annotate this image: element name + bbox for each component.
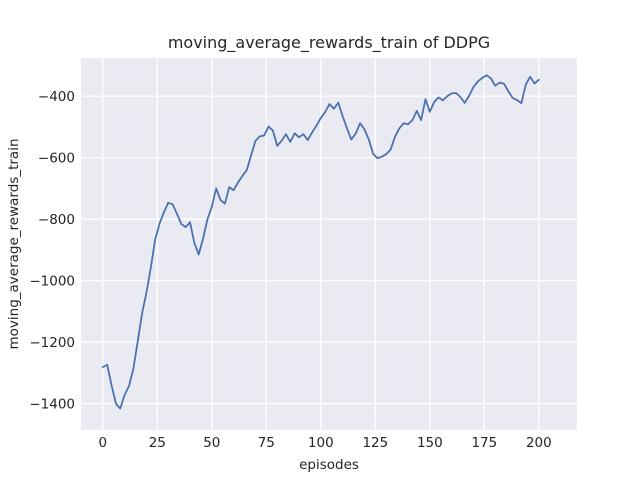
y-tick-label: −1200 [29, 335, 75, 351]
chart-title: moving_average_rewards_train of DDPG [168, 33, 490, 53]
x-tick-label: 200 [526, 435, 552, 451]
y-tick-label: −1400 [29, 397, 75, 413]
x-tick-label: 150 [417, 435, 443, 451]
y-tick-label: −1000 [29, 274, 75, 290]
reward-line-series [101, 74, 540, 410]
x-tick-label: 75 [258, 435, 275, 451]
y-tick-label: −400 [38, 89, 75, 105]
gridlines [81, 58, 577, 430]
x-tick-label: 125 [362, 435, 388, 451]
x-tick-labels: 0 25 50 75 100 125 150 175 200 [99, 435, 552, 451]
plot-area [81, 58, 577, 430]
y-axis-label: moving_average_rewards_train [6, 138, 22, 349]
x-tick-label: 100 [308, 435, 334, 451]
x-tick-label: 50 [203, 435, 220, 451]
y-tick-label: −600 [38, 151, 75, 167]
x-tick-label: 25 [149, 435, 166, 451]
x-axis-label: episodes [299, 457, 359, 473]
x-tick-label: 175 [471, 435, 497, 451]
y-tick-labels: −400 −600 −800 −1000 −1200 −1400 [29, 89, 75, 412]
y-tick-label: −800 [38, 212, 75, 228]
x-tick-label: 0 [99, 435, 108, 451]
